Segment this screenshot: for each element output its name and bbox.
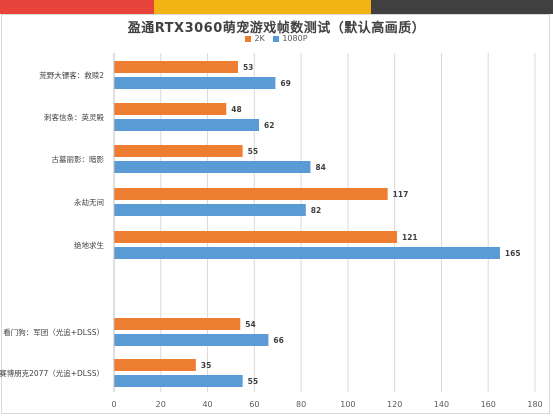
bar <box>114 119 260 131</box>
stripe-segment <box>0 0 154 14</box>
legend-label-1080p: 1080P <box>282 34 308 43</box>
category-label: 绝地求生 <box>74 240 104 250</box>
category-label: 荒野大镖客：救赎2 <box>39 70 104 80</box>
x-tick-label: 180 <box>527 400 542 409</box>
bar <box>114 188 388 200</box>
legend-item-1080p: 1080P <box>273 34 308 43</box>
x-tick-label: 140 <box>434 400 449 409</box>
bar <box>114 375 243 387</box>
category-label: 看门狗：军团（光追+DLSS） <box>3 327 104 337</box>
category-label: 古墓丽影：暗影 <box>52 154 105 164</box>
bar <box>114 204 306 216</box>
data-label: 53 <box>243 63 253 72</box>
x-tick-label: 20 <box>156 400 166 409</box>
x-tick-label: 0 <box>111 400 116 409</box>
legend-label-2k: 2K <box>254 34 265 43</box>
legend-item-2k: 2K <box>245 34 265 43</box>
data-label: 117 <box>393 190 409 199</box>
legend-swatch-2k <box>245 35 252 42</box>
data-label: 48 <box>231 105 241 114</box>
data-label: 55 <box>248 147 258 156</box>
data-label: 84 <box>315 163 325 172</box>
stripe-segment <box>371 0 553 14</box>
bar <box>114 318 241 330</box>
category-label: 赛博朋克2077（光追+DLSS） <box>0 368 104 378</box>
x-tick-label: 60 <box>249 400 259 409</box>
bar <box>114 61 238 73</box>
bar <box>114 145 243 157</box>
bar <box>114 161 311 173</box>
category-label: 永劫无间 <box>74 197 104 207</box>
data-label: 54 <box>245 320 255 329</box>
data-label: 82 <box>311 206 321 215</box>
legend: 2K 1080P <box>0 34 553 44</box>
top-color-stripe <box>0 0 553 14</box>
stripe-segment <box>154 0 371 14</box>
chart-title: 盈通RTX3060萌宠游戏帧数测试（默认高画质） <box>127 21 426 36</box>
x-tick-label: 100 <box>340 400 355 409</box>
category-label: 刺客信条：英灵殿 <box>44 112 104 122</box>
data-label: 69 <box>280 79 290 88</box>
bar <box>114 359 196 371</box>
data-label: 66 <box>273 336 283 345</box>
x-tick-label: 120 <box>387 400 402 409</box>
bar <box>114 103 227 115</box>
data-label: 55 <box>248 377 258 386</box>
x-tick-label: 40 <box>202 400 212 409</box>
x-tick-label: 160 <box>481 400 496 409</box>
bar <box>114 77 276 89</box>
legend-swatch-1080p <box>273 35 280 42</box>
bar <box>114 334 269 346</box>
data-label: 62 <box>264 121 274 130</box>
bar <box>114 231 398 243</box>
bar <box>114 247 500 259</box>
x-tick-label: 80 <box>296 400 306 409</box>
data-label: 35 <box>201 361 211 370</box>
data-label: 121 <box>402 233 418 242</box>
data-label: 165 <box>505 249 521 258</box>
